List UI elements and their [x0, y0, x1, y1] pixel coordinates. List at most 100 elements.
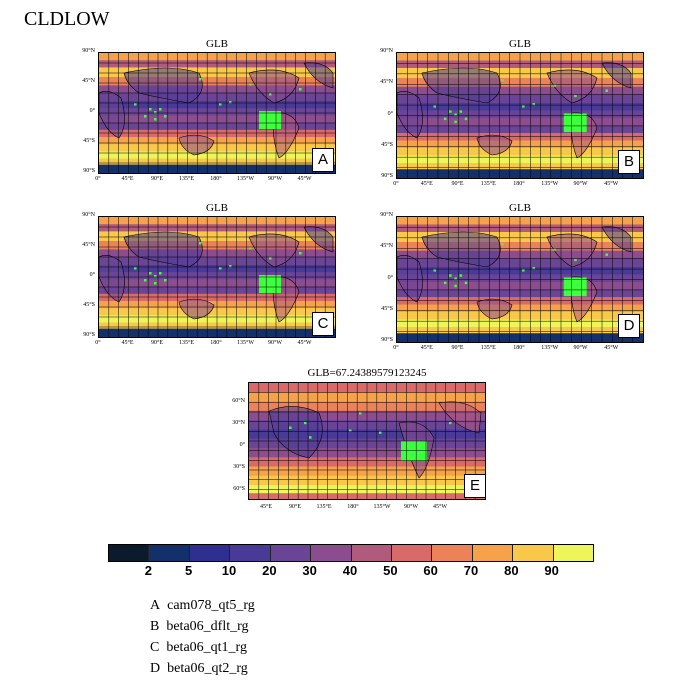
- significance-marker: [269, 257, 272, 260]
- lon-label: 45°W: [297, 176, 312, 182]
- lat-label: 45°S: [381, 305, 393, 312]
- significance-marker: [154, 282, 157, 285]
- significance-marker: [574, 94, 577, 98]
- significance-marker: [605, 89, 608, 92]
- panel-a: GLB A: [98, 38, 336, 174]
- lon-label: 180°: [347, 504, 359, 510]
- colorbar-swatch: [311, 545, 352, 561]
- significance-marker: [459, 110, 463, 113]
- significance-marker: [553, 248, 556, 251]
- significance-marker: [309, 436, 312, 439]
- land-outline: [248, 233, 300, 268]
- lon-label: 135°W: [236, 340, 255, 346]
- colorbar-tick-label: 2: [144, 563, 152, 578]
- significance-marker: [159, 272, 162, 275]
- colorbar-swatch: [149, 545, 190, 561]
- map-c: [98, 216, 336, 338]
- significance-region: [563, 277, 587, 297]
- lon-label: 135°E: [178, 176, 195, 182]
- panel-d: GLB D: [396, 202, 644, 343]
- lat-label: 90°S: [83, 332, 95, 338]
- significance-marker: [299, 88, 302, 91]
- significance-marker: [379, 431, 382, 434]
- colorbar-swatch: [553, 545, 594, 561]
- colorbar-tick-label: 60: [423, 563, 438, 578]
- lon-label: 90°W: [573, 181, 588, 187]
- lat-label: 45°S: [83, 302, 95, 308]
- colorbar-tick-label: 10: [221, 563, 237, 578]
- significance-marker: [574, 258, 577, 262]
- lat-label: 90°N: [82, 212, 95, 218]
- land-outline: [421, 231, 501, 268]
- significance-marker: [522, 269, 525, 272]
- lon-label: 135°E: [480, 181, 496, 187]
- lon-label: 45°W: [432, 504, 448, 510]
- significance-marker: [164, 115, 167, 118]
- significance-marker: [299, 252, 302, 255]
- land-outline: [438, 401, 482, 434]
- lon-label: 0°: [95, 340, 101, 346]
- significance-marker: [219, 103, 222, 106]
- panel-title: GLB: [206, 202, 228, 214]
- significance-marker: [443, 281, 447, 285]
- lat-label: 0°: [387, 274, 393, 281]
- lat-label: 30°S: [233, 464, 245, 470]
- significance-marker: [249, 83, 252, 86]
- lat-label: 0°: [89, 272, 95, 278]
- colorbar-tick-label: 70: [463, 563, 479, 578]
- legend-item-d: D beta06_qt2_rg: [150, 661, 248, 676]
- significance-region: [401, 441, 427, 461]
- lon-label: 45°E: [420, 181, 433, 187]
- land-outline: [476, 298, 513, 320]
- lon-label: 90°W: [267, 176, 283, 182]
- lon-label: 0°: [393, 345, 399, 351]
- significance-marker: [134, 103, 137, 106]
- panel-letter: A: [312, 148, 334, 172]
- lon-label: 0°: [95, 176, 101, 182]
- significance-marker: [449, 110, 452, 113]
- significance-marker: [454, 120, 457, 124]
- lat-label: 45°S: [83, 138, 95, 144]
- map-b: [396, 52, 644, 179]
- significance-region: [563, 113, 587, 133]
- significance-region: [259, 111, 281, 129]
- significance-marker: [443, 117, 447, 121]
- legend-item-b: B beta06_dflt_rg: [150, 619, 249, 634]
- significance-marker: [154, 111, 157, 114]
- panel-title: GLB=67.24389579123245: [307, 367, 427, 379]
- lon-label: 135°W: [541, 345, 559, 351]
- significance-marker: [154, 275, 157, 278]
- lon-label: 135°W: [541, 181, 559, 187]
- lat-label: 0°: [387, 110, 393, 117]
- panel-e: GLB=67.24389579123245 E: [248, 367, 486, 500]
- lon-label: 45°E: [121, 340, 134, 346]
- colorbar-swatch: [432, 545, 473, 561]
- significance-marker: [304, 421, 307, 425]
- significance-marker: [149, 272, 152, 275]
- significance-marker: [219, 267, 222, 270]
- lat-label: 60°N: [232, 398, 245, 404]
- significance-marker: [229, 265, 232, 268]
- legend-item-c: C beta06_qt1_rg: [150, 640, 247, 655]
- panel-title: GLB: [509, 38, 531, 50]
- lon-label: 45°W: [297, 340, 312, 346]
- lon-label: 90°E: [150, 176, 164, 182]
- lon-label: 180°: [513, 181, 525, 187]
- significance-marker: [501, 243, 504, 246]
- lon-label: 180°: [513, 345, 525, 351]
- lon-label: 90°W: [267, 340, 283, 346]
- panel-title: GLB: [509, 202, 531, 214]
- lat-label: 45°N: [380, 79, 393, 86]
- significance-marker: [464, 281, 468, 285]
- lat-label: 90°S: [381, 173, 393, 179]
- lat-label: 0°: [239, 442, 245, 448]
- significance-marker: [532, 103, 536, 106]
- map-d: [396, 216, 644, 343]
- significance-marker: [159, 108, 162, 111]
- colorbar-swatch: [472, 545, 514, 561]
- colorbar-swatch: [189, 545, 231, 561]
- lon-label: 45°E: [420, 345, 433, 351]
- significance-marker: [433, 269, 436, 272]
- significance-marker: [289, 426, 292, 429]
- significance-marker: [605, 253, 608, 256]
